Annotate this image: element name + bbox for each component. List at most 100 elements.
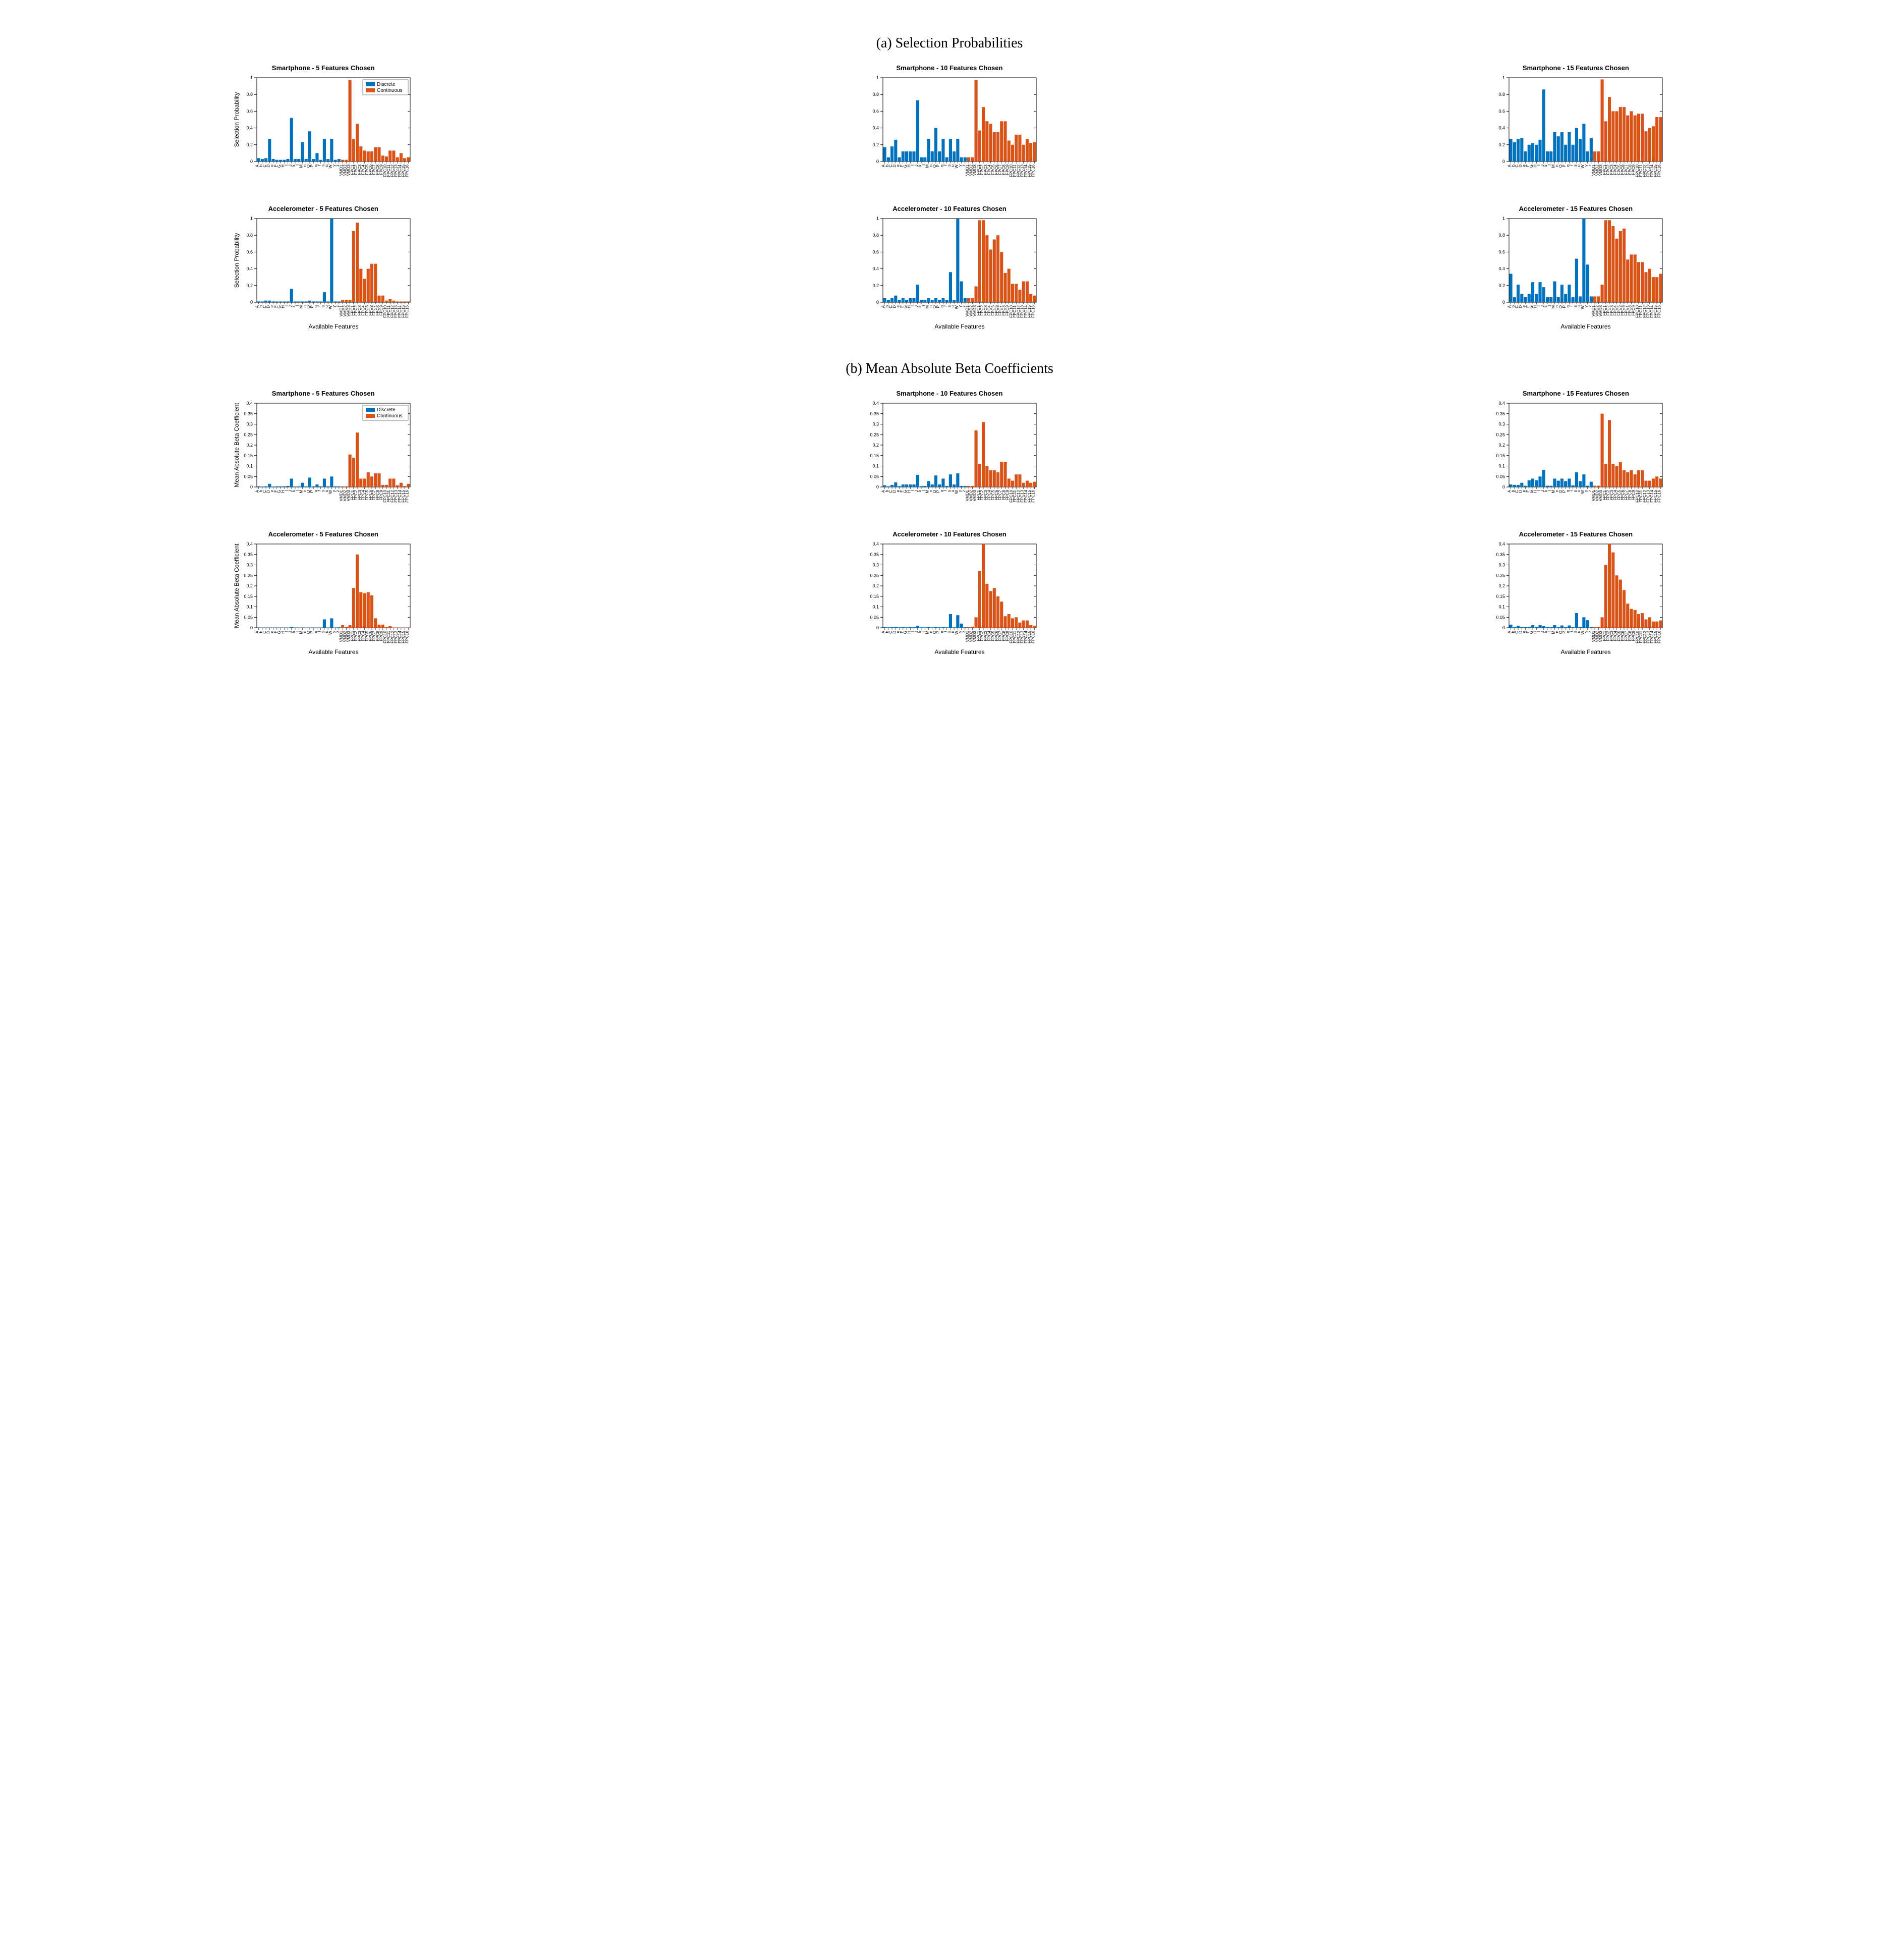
- bar: [1575, 472, 1578, 487]
- svg-text:0.15: 0.15: [870, 594, 879, 599]
- bar: [264, 486, 267, 487]
- bar: [1531, 282, 1534, 302]
- bar: [1517, 485, 1520, 487]
- bar: [1560, 625, 1563, 628]
- bar: [982, 544, 985, 628]
- svg-text:0.35: 0.35: [870, 411, 879, 416]
- bar: [1022, 145, 1025, 161]
- bar: [902, 627, 905, 628]
- bar: [887, 300, 890, 302]
- bar: [345, 300, 348, 302]
- bar: [1026, 282, 1029, 303]
- bar: [330, 219, 333, 302]
- bar: [1557, 297, 1560, 302]
- bar: [1648, 617, 1651, 628]
- bar: [985, 235, 988, 302]
- bar: [941, 478, 944, 487]
- chart-title: Accelerometer - 5 Features Chosen: [268, 530, 378, 538]
- bar: [345, 486, 348, 487]
- svg-text:0.3: 0.3: [246, 563, 253, 568]
- bar: [1572, 297, 1575, 302]
- svg-text:FPC16: FPC16: [405, 164, 409, 177]
- chart-ac15a: Accelerometer - 15 Features Chosen00.20.…: [1273, 205, 1879, 331]
- bar: [1623, 229, 1626, 302]
- bar: [985, 121, 988, 161]
- bar: [1546, 627, 1549, 628]
- bar: [905, 300, 908, 302]
- bar: [1604, 565, 1607, 628]
- bar: [996, 235, 999, 302]
- bar: [920, 486, 923, 487]
- svg-text:0.15: 0.15: [1496, 453, 1505, 458]
- svg-text:0.1: 0.1: [872, 605, 879, 610]
- svg-text:FPC16: FPC16: [1657, 630, 1662, 643]
- bar: [363, 150, 366, 161]
- bar: [945, 300, 948, 302]
- bar: [1645, 481, 1648, 487]
- bar: [1586, 264, 1589, 302]
- bar: [308, 131, 311, 161]
- svg-text:FPC16: FPC16: [1031, 305, 1035, 317]
- bar: [1000, 121, 1003, 161]
- svg-text:0.8: 0.8: [872, 92, 879, 97]
- bar: [1535, 294, 1538, 302]
- bar: [275, 301, 278, 302]
- bar: [315, 153, 318, 161]
- bar: [1549, 151, 1552, 161]
- bar: [301, 142, 304, 161]
- bar: [960, 157, 963, 161]
- bar: [909, 627, 912, 628]
- chart-title: Accelerometer - 10 Features Chosen: [892, 205, 1006, 212]
- bar: [938, 484, 941, 487]
- bar: [356, 223, 359, 302]
- bar: [345, 627, 348, 628]
- svg-text:0: 0: [1502, 300, 1505, 305]
- bar: [978, 464, 981, 487]
- bar: [1008, 141, 1011, 162]
- chart-ac10a: Accelerometer - 10 Features Chosen00.20.…: [646, 205, 1252, 331]
- bar: [370, 151, 373, 161]
- bar: [1539, 476, 1542, 487]
- bar: [370, 476, 373, 487]
- bar: [1593, 627, 1596, 628]
- svg-text:0.25: 0.25: [870, 573, 879, 578]
- bar: [348, 625, 351, 628]
- chart-title: Accelerometer - 5 Features Chosen: [268, 205, 378, 212]
- bar: [960, 282, 963, 303]
- bar: [257, 301, 260, 302]
- bar: [938, 627, 941, 628]
- svg-text:FPC16: FPC16: [1657, 489, 1662, 502]
- bar: [370, 595, 373, 628]
- bar: [403, 486, 406, 487]
- x-axis-label: Available Features: [1561, 648, 1611, 656]
- bar: [902, 484, 905, 487]
- bar: [392, 301, 395, 302]
- bar: [927, 139, 930, 161]
- bar: [1015, 135, 1018, 161]
- bar: [1026, 620, 1029, 628]
- bar: [1003, 616, 1007, 628]
- chart-svg: 00.050.10.150.20.250.30.350.4AbCDeFGHIJk…: [1485, 399, 1666, 515]
- bar: [1524, 486, 1527, 487]
- bar: [898, 627, 901, 628]
- bar: [356, 124, 359, 161]
- bar: [996, 596, 999, 628]
- bar: [1539, 625, 1542, 628]
- bar: [301, 301, 304, 302]
- bar: [1655, 622, 1658, 628]
- bar: [971, 298, 974, 302]
- bar: [1615, 575, 1618, 628]
- bar: [989, 470, 992, 487]
- bar: [1528, 480, 1531, 487]
- bar: [381, 296, 384, 302]
- bar: [1623, 590, 1626, 628]
- bar: [356, 432, 359, 487]
- bar: [297, 486, 300, 487]
- bar: [1626, 116, 1629, 161]
- bar: [894, 140, 897, 161]
- bar: [1008, 614, 1011, 628]
- bar: [941, 298, 944, 302]
- bar: [1615, 466, 1618, 487]
- svg-text:FPC16: FPC16: [1031, 489, 1035, 502]
- bar: [1612, 553, 1615, 628]
